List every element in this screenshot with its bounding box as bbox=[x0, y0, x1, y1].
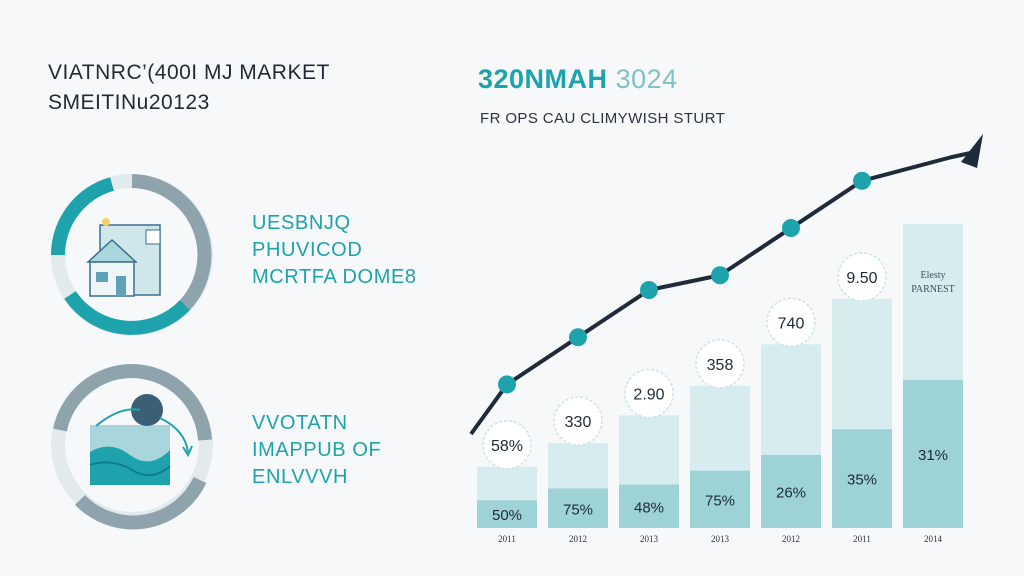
bar-label-2: 48% bbox=[634, 499, 664, 516]
house-icon bbox=[86, 218, 161, 297]
panel-2-line-3: ENLVVVH bbox=[252, 466, 349, 488]
panel-2-line-1: VVOTATN bbox=[252, 412, 348, 434]
headline-bold: 320NMAH bbox=[478, 64, 608, 94]
bar-dark-4 bbox=[761, 454, 821, 528]
bar-dark-1 bbox=[548, 488, 608, 528]
x-tick-0: 2011 bbox=[498, 534, 516, 544]
panel-2-line-2: IMAPPUB OF bbox=[252, 439, 382, 461]
trend-point-4 bbox=[782, 219, 800, 238]
x-tick-1: 2012 bbox=[569, 534, 587, 544]
bubble-label-3: 358 bbox=[707, 357, 734, 374]
bar-label-0: 50% bbox=[492, 507, 522, 524]
bubble-label-0: 58% bbox=[491, 438, 523, 455]
panel-1-line-1: UESBNJQ bbox=[252, 212, 351, 234]
bubble-2 bbox=[624, 368, 674, 419]
x-tick-3: 2013 bbox=[711, 534, 730, 544]
bar-dark-5 bbox=[832, 429, 892, 528]
title-block: VIATNRC’(400I MJ MARKET SMEITINu20123 bbox=[48, 58, 330, 118]
bar-label-3: 75% bbox=[705, 492, 735, 509]
bubble-label-4: 740 bbox=[778, 315, 805, 332]
x-tick-4: 2012 bbox=[782, 534, 800, 544]
headline-light: 3024 bbox=[615, 64, 678, 94]
x-tick-6: 2014 bbox=[924, 534, 943, 544]
bubble-label-2: 2.90 bbox=[633, 386, 664, 403]
title-line-2: SMEITINu20123 bbox=[48, 91, 210, 114]
panel-2-ring bbox=[51, 364, 213, 530]
headline: 320NMAH 3024 bbox=[478, 64, 678, 95]
bar-label-6: 31% bbox=[918, 447, 948, 464]
bar-dark-6 bbox=[903, 379, 963, 528]
trend-point-3 bbox=[711, 266, 729, 285]
trend-point-2 bbox=[640, 281, 658, 299]
panel-1-line-2: PHUVICOD bbox=[252, 239, 363, 261]
last-bar-label-0: Elesty bbox=[921, 270, 946, 281]
bar-series: 50% 58% 75% 330 48% 2.90 75% 358 26% 740 35% 9.50 31… bbox=[477, 223, 963, 528]
panel-2-text: VVOTATN IMAPPUB OF ENLVVVH bbox=[252, 410, 381, 491]
title-line-1: VIATNRC’(400I MJ MARKET bbox=[48, 61, 330, 84]
x-tick-2: 2013 bbox=[640, 534, 659, 544]
panel-1-line-3: MCRTFA DOME8 bbox=[252, 266, 417, 288]
bubble-label-5: 9.50 bbox=[846, 270, 877, 287]
panel-1-text: UESBNJQ PHUVICOD MCRTFA DOME8 bbox=[252, 210, 417, 291]
trend-point-1 bbox=[569, 328, 587, 347]
x-axis-ticks: 2011 2012 2013 2013 2012 2011 2014 bbox=[498, 534, 942, 544]
bubble-3 bbox=[695, 339, 745, 389]
wave-graph-icon bbox=[89, 394, 193, 485]
bubble-5 bbox=[837, 252, 887, 302]
subheading: FR OPS CAU CLIMYWISH STURT bbox=[480, 110, 726, 127]
x-tick-5: 2011 bbox=[853, 534, 871, 544]
bar-label-1: 75% bbox=[563, 501, 593, 518]
bubble-label-1: 330 bbox=[565, 414, 592, 431]
trend-point-5 bbox=[853, 171, 871, 190]
trend-point-0 bbox=[498, 375, 516, 394]
bar-dark-3 bbox=[690, 470, 750, 528]
panel-1-ring bbox=[51, 174, 213, 336]
bubble-4 bbox=[766, 297, 816, 348]
bar-dark-0 bbox=[477, 500, 537, 528]
trend-arrowhead bbox=[961, 134, 983, 168]
bar-label-4: 26% bbox=[776, 484, 806, 501]
bar-label-5: 35% bbox=[847, 472, 877, 489]
bubble-1 bbox=[553, 396, 603, 446]
bar-dark-2 bbox=[619, 484, 679, 528]
trend-line-group bbox=[469, 134, 983, 436]
bubble-0 bbox=[482, 420, 532, 470]
last-bar-label-1: PARNEST bbox=[911, 284, 955, 295]
